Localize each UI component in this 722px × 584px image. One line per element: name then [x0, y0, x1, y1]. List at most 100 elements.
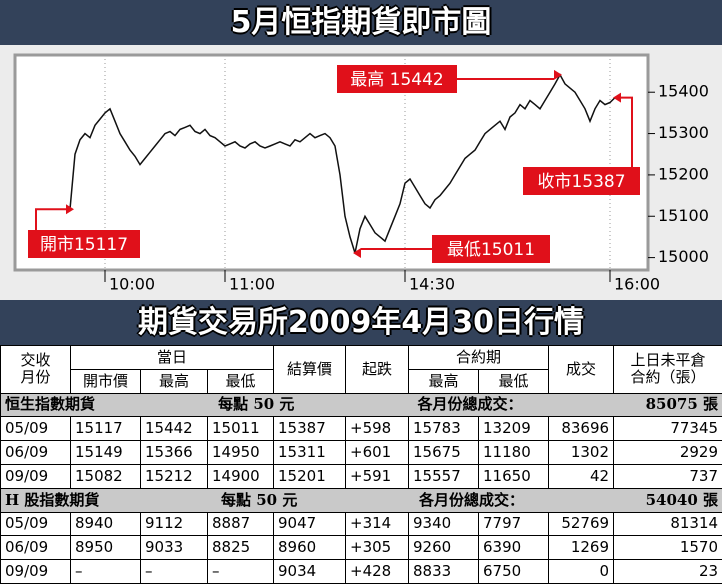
- cell: 成交: [548, 345, 615, 394]
- cell: 06/09: [0, 535, 71, 561]
- cell: 15675: [408, 440, 480, 465]
- cell: 14950: [206, 440, 275, 465]
- cell: 9260: [408, 535, 480, 561]
- y-tick-label: 15300: [658, 123, 709, 142]
- arrow-head: [353, 248, 361, 259]
- data-row: 05/09 8940 9112 8887 9047 +314 9340 7797 52769 81…: [0, 511, 722, 537]
- annotation-arrow: [35, 208, 66, 230]
- cell: 2929: [613, 440, 722, 465]
- cell: 15212: [140, 463, 208, 489]
- cell: +314: [345, 511, 410, 537]
- cell: 最低: [478, 368, 550, 394]
- cell: +591: [345, 463, 410, 489]
- cell: 15082: [70, 463, 141, 489]
- cell: –: [140, 559, 208, 584]
- data-row: 09/09– – –9034 +428 8833 6750 0 23: [0, 559, 722, 584]
- cell: 83696: [548, 416, 615, 442]
- cell: 9033: [140, 535, 208, 561]
- cell: 開市價: [70, 368, 141, 394]
- cell: 8960: [273, 535, 347, 561]
- header-row: 交收 月份 當日 結算價 起跌 合約期 成交 上日未平倉 合約（張）: [0, 345, 722, 394]
- cell: 1269: [548, 535, 615, 561]
- chart: 15000 15100 15200 15300 15400 10:00 11:00 14:30…: [0, 45, 722, 300]
- cell: 9340: [408, 511, 480, 537]
- cell: 6750: [478, 559, 550, 584]
- annotation-box: [432, 235, 550, 263]
- cell: –: [206, 559, 275, 584]
- cell: 09/09: [0, 559, 71, 584]
- x-tick-label: 16:00: [614, 275, 660, 294]
- x-tick-label: 11:00: [229, 275, 275, 294]
- cell: 15311: [273, 440, 347, 465]
- cell: +598: [345, 416, 410, 442]
- annotation-label: 收市15387: [537, 172, 625, 192]
- cell: +428: [345, 559, 410, 584]
- section-total: 85075 張: [645, 395, 719, 414]
- cell: 13209: [478, 416, 550, 442]
- cell: 14900: [206, 463, 275, 489]
- table-title: 期貨交易所2009年4月30日行情: [0, 300, 722, 345]
- data-row: 06/09 15149 15366 14950 15311 +601 15675 11180 1…: [0, 440, 722, 465]
- cell: 8833: [408, 559, 480, 584]
- cell: 最低: [206, 368, 275, 394]
- annotation-box: [28, 230, 140, 258]
- section-info: 恒生指數期貨 每點 50 元 各月份總成交： 85075 張: [5, 396, 718, 413]
- data-row: 09/09 15082 15212 14900 15201 +591 15557 11650 4…: [0, 463, 722, 489]
- annotation-arrow: [621, 96, 633, 167]
- cell: 15387: [273, 416, 347, 442]
- table: 交收 月份 當日 結算價 起跌 合約期 成交 上日未平倉 合約（張） 開市價 最高 最低 最高 最低恒…: [0, 345, 722, 584]
- cell: 77345: [613, 416, 722, 442]
- cell: 起跌: [345, 345, 410, 394]
- cell: +601: [345, 440, 410, 465]
- section-total-label: 各月份總成交：: [418, 490, 524, 509]
- cell: 當日: [69, 345, 275, 370]
- cell: 05/09: [0, 416, 71, 442]
- cell: 1570: [613, 535, 722, 561]
- chart-title: 5月恒指期貨即市圖: [0, 0, 722, 45]
- arrow-head: [554, 69, 562, 80]
- cell: 09/09: [0, 463, 71, 489]
- y-tick-label: 15200: [658, 164, 709, 183]
- section-name: 恒生指數期貨: [5, 395, 96, 414]
- x-tick-label: 14:30: [409, 275, 455, 294]
- cell: H 股指數期貨 每點 50 元 各月份總成交： 54040 張: [0, 487, 722, 513]
- cell: 6390: [478, 535, 550, 561]
- y-tick-label: 15000: [658, 247, 709, 266]
- section-unit: 每點 50 元: [221, 490, 298, 509]
- annotation-label: 最低15011: [447, 240, 535, 260]
- cell: 1302: [548, 440, 615, 465]
- cell: 15366: [140, 440, 208, 465]
- cell: 交收 月份: [0, 345, 71, 394]
- cell: +305: [345, 535, 410, 561]
- cell: 合約期: [408, 345, 550, 370]
- cell: 15201: [273, 463, 347, 489]
- annotation-box: [523, 167, 640, 195]
- y-tick-label: 15100: [658, 206, 709, 225]
- cell: 81314: [613, 511, 722, 537]
- cell: 15117: [70, 416, 141, 442]
- section-total: 54040 張: [645, 490, 718, 509]
- cell: 15442: [140, 416, 208, 442]
- y-tick-label: 15400: [658, 82, 709, 101]
- cell: 8940: [70, 511, 141, 537]
- data-row: 05/09 15117 15442 15011 15387 +598 15783 13209 8…: [0, 416, 722, 442]
- cell: 7797: [478, 511, 550, 537]
- cell: 11650: [478, 463, 550, 489]
- cell: 11180: [478, 440, 550, 465]
- cell: 8825: [206, 535, 275, 561]
- cell: 9034: [273, 559, 347, 584]
- cell: 23: [613, 559, 722, 584]
- cell: 15557: [408, 463, 480, 489]
- cell: 結算價: [273, 345, 347, 394]
- cell: 最高: [140, 368, 208, 394]
- cell: 15149: [70, 440, 141, 465]
- header-row: 開市價 最高 最低 最高 最低: [1, 368, 722, 394]
- section-total-label: 各月份總成交：: [417, 395, 523, 414]
- annotation-box: [337, 65, 457, 93]
- cell: 52769: [548, 511, 615, 537]
- cell: 上日未平倉 合約（張）: [613, 345, 722, 394]
- cell: 9112: [140, 511, 208, 537]
- price-line: [69, 73, 616, 254]
- cell: 8887: [206, 511, 275, 537]
